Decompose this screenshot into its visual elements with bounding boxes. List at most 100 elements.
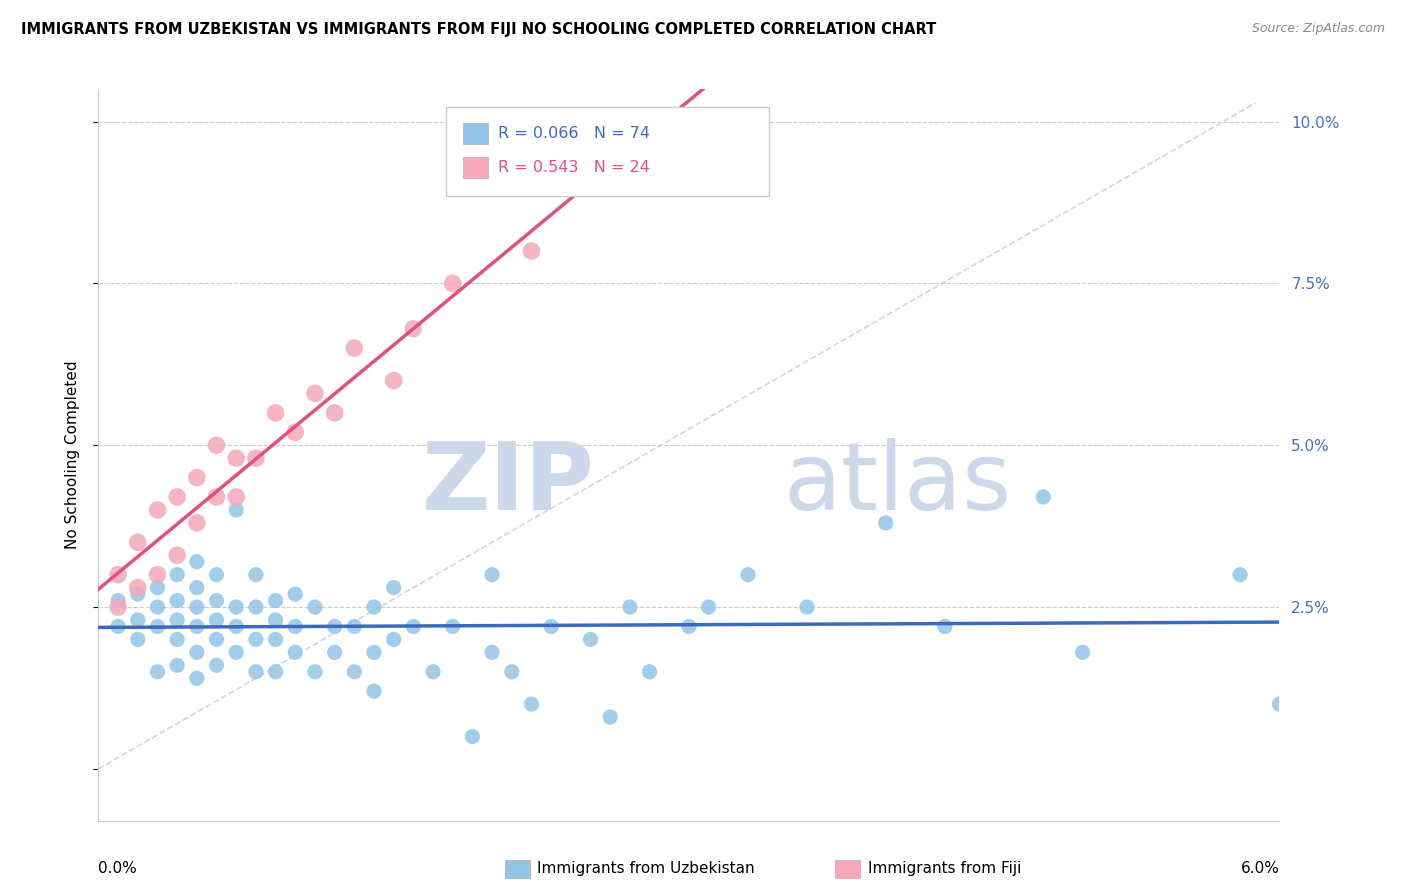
Point [579, 632, 602, 647]
Point [166, 567, 188, 582]
Point [146, 581, 169, 595]
Point [166, 658, 188, 673]
Point [678, 619, 700, 633]
Point [382, 632, 405, 647]
Point [264, 665, 287, 679]
Point [127, 632, 149, 647]
Point [323, 645, 346, 659]
Point [382, 374, 405, 388]
Point [1229, 567, 1251, 582]
Text: ZIP: ZIP [422, 438, 595, 530]
Text: Immigrants from Fiji: Immigrants from Fiji [868, 862, 1021, 876]
Point [520, 697, 543, 711]
Point [402, 321, 425, 335]
Point [323, 406, 346, 420]
Point [225, 619, 247, 633]
Point [127, 587, 149, 601]
Point [343, 341, 366, 355]
Point [205, 593, 228, 607]
Point [245, 567, 267, 582]
Point [186, 555, 208, 569]
Point [225, 490, 247, 504]
Point [1071, 645, 1094, 659]
Point [127, 535, 149, 549]
Point [284, 425, 307, 440]
Point [441, 619, 464, 633]
Point [264, 632, 287, 647]
Point [1032, 490, 1054, 504]
Point [186, 645, 208, 659]
Point [343, 665, 366, 679]
Point [205, 438, 228, 452]
Point [146, 503, 169, 517]
Point [205, 658, 228, 673]
Point [501, 665, 523, 679]
Text: R = 0.066   N = 74: R = 0.066 N = 74 [498, 126, 650, 141]
Point [166, 490, 188, 504]
Point [205, 490, 228, 504]
Point [166, 548, 188, 562]
Text: Immigrants from Uzbekistan: Immigrants from Uzbekistan [537, 862, 755, 876]
Point [284, 645, 307, 659]
Point [363, 600, 385, 615]
Point [599, 710, 621, 724]
Point [166, 593, 188, 607]
Point [166, 632, 188, 647]
Point [245, 451, 267, 466]
Point [934, 619, 956, 633]
Point [382, 581, 405, 595]
Point [441, 277, 464, 291]
Point [540, 619, 562, 633]
Point [481, 567, 503, 582]
Point [205, 613, 228, 627]
Y-axis label: No Schooling Completed: No Schooling Completed [65, 360, 80, 549]
Point [146, 567, 169, 582]
Point [737, 567, 759, 582]
Point [264, 406, 287, 420]
Point [107, 600, 129, 615]
Point [186, 581, 208, 595]
Text: R = 0.543   N = 24: R = 0.543 N = 24 [498, 160, 650, 175]
Point [304, 386, 326, 401]
Point [619, 600, 641, 615]
Point [186, 671, 208, 685]
Point [284, 587, 307, 601]
Point [323, 619, 346, 633]
Point [245, 665, 267, 679]
Text: 6.0%: 6.0% [1240, 861, 1279, 876]
Point [1268, 697, 1291, 711]
Point [481, 645, 503, 659]
Point [461, 730, 484, 744]
Point [875, 516, 897, 530]
Point [127, 613, 149, 627]
Point [245, 600, 267, 615]
Text: IMMIGRANTS FROM UZBEKISTAN VS IMMIGRANTS FROM FIJI NO SCHOOLING COMPLETED CORREL: IMMIGRANTS FROM UZBEKISTAN VS IMMIGRANTS… [21, 22, 936, 37]
Point [225, 645, 247, 659]
Point [264, 613, 287, 627]
Point [363, 684, 385, 698]
Point [796, 600, 818, 615]
Point [146, 600, 169, 615]
Point [186, 470, 208, 484]
Point [146, 619, 169, 633]
Point [284, 619, 307, 633]
Point [264, 593, 287, 607]
Point [186, 619, 208, 633]
Point [638, 665, 661, 679]
Text: 0.0%: 0.0% [98, 861, 138, 876]
Point [343, 619, 366, 633]
Point [225, 600, 247, 615]
Text: Source: ZipAtlas.com: Source: ZipAtlas.com [1251, 22, 1385, 36]
Point [107, 567, 129, 582]
Point [186, 516, 208, 530]
Point [107, 619, 129, 633]
Point [225, 503, 247, 517]
Text: atlas: atlas [783, 438, 1012, 530]
Point [402, 619, 425, 633]
Point [186, 600, 208, 615]
Point [205, 632, 228, 647]
Point [363, 645, 385, 659]
Point [304, 665, 326, 679]
Point [127, 581, 149, 595]
Point [697, 600, 720, 615]
